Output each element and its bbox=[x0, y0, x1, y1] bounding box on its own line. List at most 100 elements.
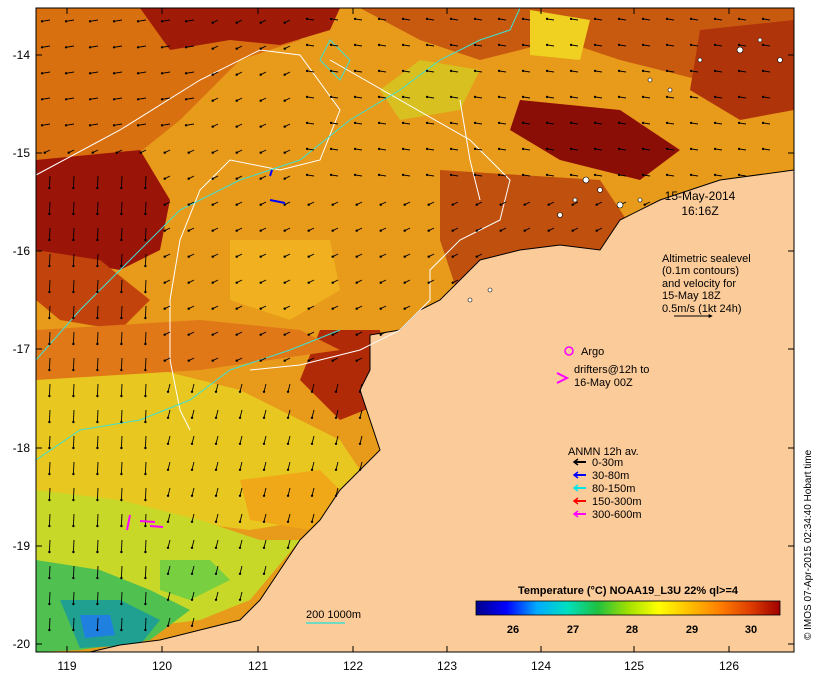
velocity-arrow-head bbox=[473, 95, 477, 99]
velocity-arrow-head bbox=[120, 394, 123, 398]
velocity-arrow-head bbox=[761, 95, 765, 99]
velocity-arrow-head bbox=[144, 212, 147, 216]
velocity-arrow-head bbox=[96, 238, 99, 242]
velocity-arrow bbox=[72, 409, 75, 423]
velocity-arrow-head bbox=[761, 121, 765, 125]
velocity-arrow-head bbox=[497, 69, 501, 73]
velocity-arrow bbox=[96, 435, 99, 449]
velocity-arrow-head bbox=[307, 307, 310, 310]
velocity-arrow-head bbox=[523, 203, 526, 206]
velocity-arrow-head bbox=[475, 255, 478, 258]
velocity-arrow-head bbox=[665, 69, 669, 73]
velocity-arrow bbox=[162, 19, 171, 22]
velocity-arrow-head bbox=[43, 151, 46, 154]
coastal-islands bbox=[467, 37, 783, 303]
velocity-arrow-head bbox=[617, 173, 621, 177]
velocity-arrow-head bbox=[48, 628, 51, 632]
velocity-arrow bbox=[167, 513, 171, 522]
velocity-arrow-head bbox=[305, 121, 309, 125]
velocity-arrow-head bbox=[211, 21, 214, 24]
velocity-arrow bbox=[96, 591, 99, 605]
velocity-arrow bbox=[144, 513, 147, 527]
velocity-arrow-head bbox=[665, 43, 669, 47]
velocity-arrow-head bbox=[144, 238, 147, 242]
velocity-arrow bbox=[114, 97, 123, 100]
velocity-arrow-head bbox=[449, 95, 453, 99]
velocity-arrow bbox=[48, 253, 51, 267]
velocity-arrow-head bbox=[665, 173, 669, 177]
velocity-arrow-head bbox=[353, 17, 357, 21]
velocity-arrow bbox=[114, 71, 123, 74]
velocity-arrow-head bbox=[211, 333, 214, 336]
velocity-arrow-head bbox=[310, 442, 314, 445]
velocity-arrow-head bbox=[451, 255, 454, 258]
velocity-arrow-head bbox=[235, 177, 238, 180]
velocity-arrow bbox=[311, 487, 315, 496]
velocity-arrow bbox=[359, 383, 363, 392]
anmn-legend-arrowhead-icon bbox=[572, 471, 579, 479]
velocity-arrow bbox=[120, 409, 123, 423]
velocity-arrow-head bbox=[238, 416, 242, 419]
velocity-arrow bbox=[120, 175, 123, 189]
velocity-arrow-head bbox=[617, 43, 621, 47]
velocity-arrow-head bbox=[761, 69, 765, 73]
velocity-arrow-head bbox=[96, 550, 99, 554]
velocity-arrow-head bbox=[187, 229, 190, 232]
velocity-arrow-head bbox=[48, 472, 51, 476]
velocity-arrow bbox=[66, 71, 75, 74]
sealevel-note-line: 15-May 18Z bbox=[662, 290, 721, 302]
anmn-legend-label: 80-150m bbox=[592, 483, 635, 495]
velocity-arrow-head bbox=[713, 147, 717, 151]
velocity-arrow-head bbox=[523, 229, 526, 232]
velocity-arrow bbox=[120, 279, 123, 293]
velocity-arrow-head bbox=[72, 472, 75, 476]
velocity-arrow bbox=[167, 409, 171, 418]
velocity-arrow bbox=[287, 513, 291, 522]
velocity-arrow-head bbox=[72, 446, 75, 450]
velocity-arrow bbox=[191, 487, 195, 496]
velocity-arrow bbox=[96, 461, 99, 475]
velocity-arrow bbox=[239, 565, 243, 574]
velocity-arrow-head bbox=[144, 186, 147, 190]
y-tick-label: -19 bbox=[13, 539, 31, 553]
velocity-arrow bbox=[287, 487, 291, 496]
velocity-arrow-head bbox=[144, 472, 147, 476]
velocity-arrow-head bbox=[595, 203, 598, 206]
velocity-arrow-head bbox=[425, 147, 429, 151]
velocity-arrow-head bbox=[617, 17, 621, 21]
velocity-arrow-head bbox=[115, 151, 118, 154]
velocity-arrow-head bbox=[235, 99, 238, 102]
velocity-arrow-head bbox=[331, 307, 334, 310]
velocity-arrow-head bbox=[48, 212, 51, 216]
velocity-arrow-head bbox=[187, 255, 190, 258]
velocity-arrow bbox=[263, 461, 267, 470]
velocity-arrow bbox=[72, 305, 75, 319]
velocity-arrow-head bbox=[737, 43, 741, 47]
velocity-arrow-head bbox=[401, 43, 405, 47]
timestamp-line1: 15-May-2014 bbox=[665, 189, 736, 203]
anmn-moorings bbox=[126, 169, 286, 531]
velocity-arrow-head bbox=[427, 255, 430, 258]
velocity-arrow-head bbox=[355, 229, 358, 232]
velocity-arrow bbox=[72, 513, 75, 527]
velocity-arrow-head bbox=[521, 121, 525, 125]
x-tick-label: 120 bbox=[152, 659, 172, 673]
argo-marker-icon bbox=[564, 346, 574, 356]
colorbar-bar bbox=[475, 600, 781, 616]
velocity-arrow-head bbox=[235, 333, 238, 336]
velocity-arrow-head bbox=[569, 43, 573, 47]
velocity-arrow-head bbox=[283, 307, 286, 310]
velocity-arrow bbox=[144, 227, 147, 241]
velocity-arrow-head bbox=[214, 390, 218, 393]
velocity-arrow-head bbox=[96, 368, 99, 372]
velocity-arrow bbox=[144, 409, 147, 423]
sealevel-contours bbox=[36, 49, 511, 431]
velocity-arrow-head bbox=[72, 394, 75, 398]
velocity-arrow-head bbox=[187, 177, 190, 180]
velocity-arrow-head bbox=[112, 72, 116, 75]
colorbar-tick-label: 26 bbox=[507, 624, 519, 636]
velocity-arrow-head bbox=[761, 17, 765, 21]
velocity-arrow-head bbox=[689, 173, 693, 177]
velocity-arrow-head bbox=[214, 546, 218, 549]
velocity-arrow-head bbox=[120, 316, 123, 320]
